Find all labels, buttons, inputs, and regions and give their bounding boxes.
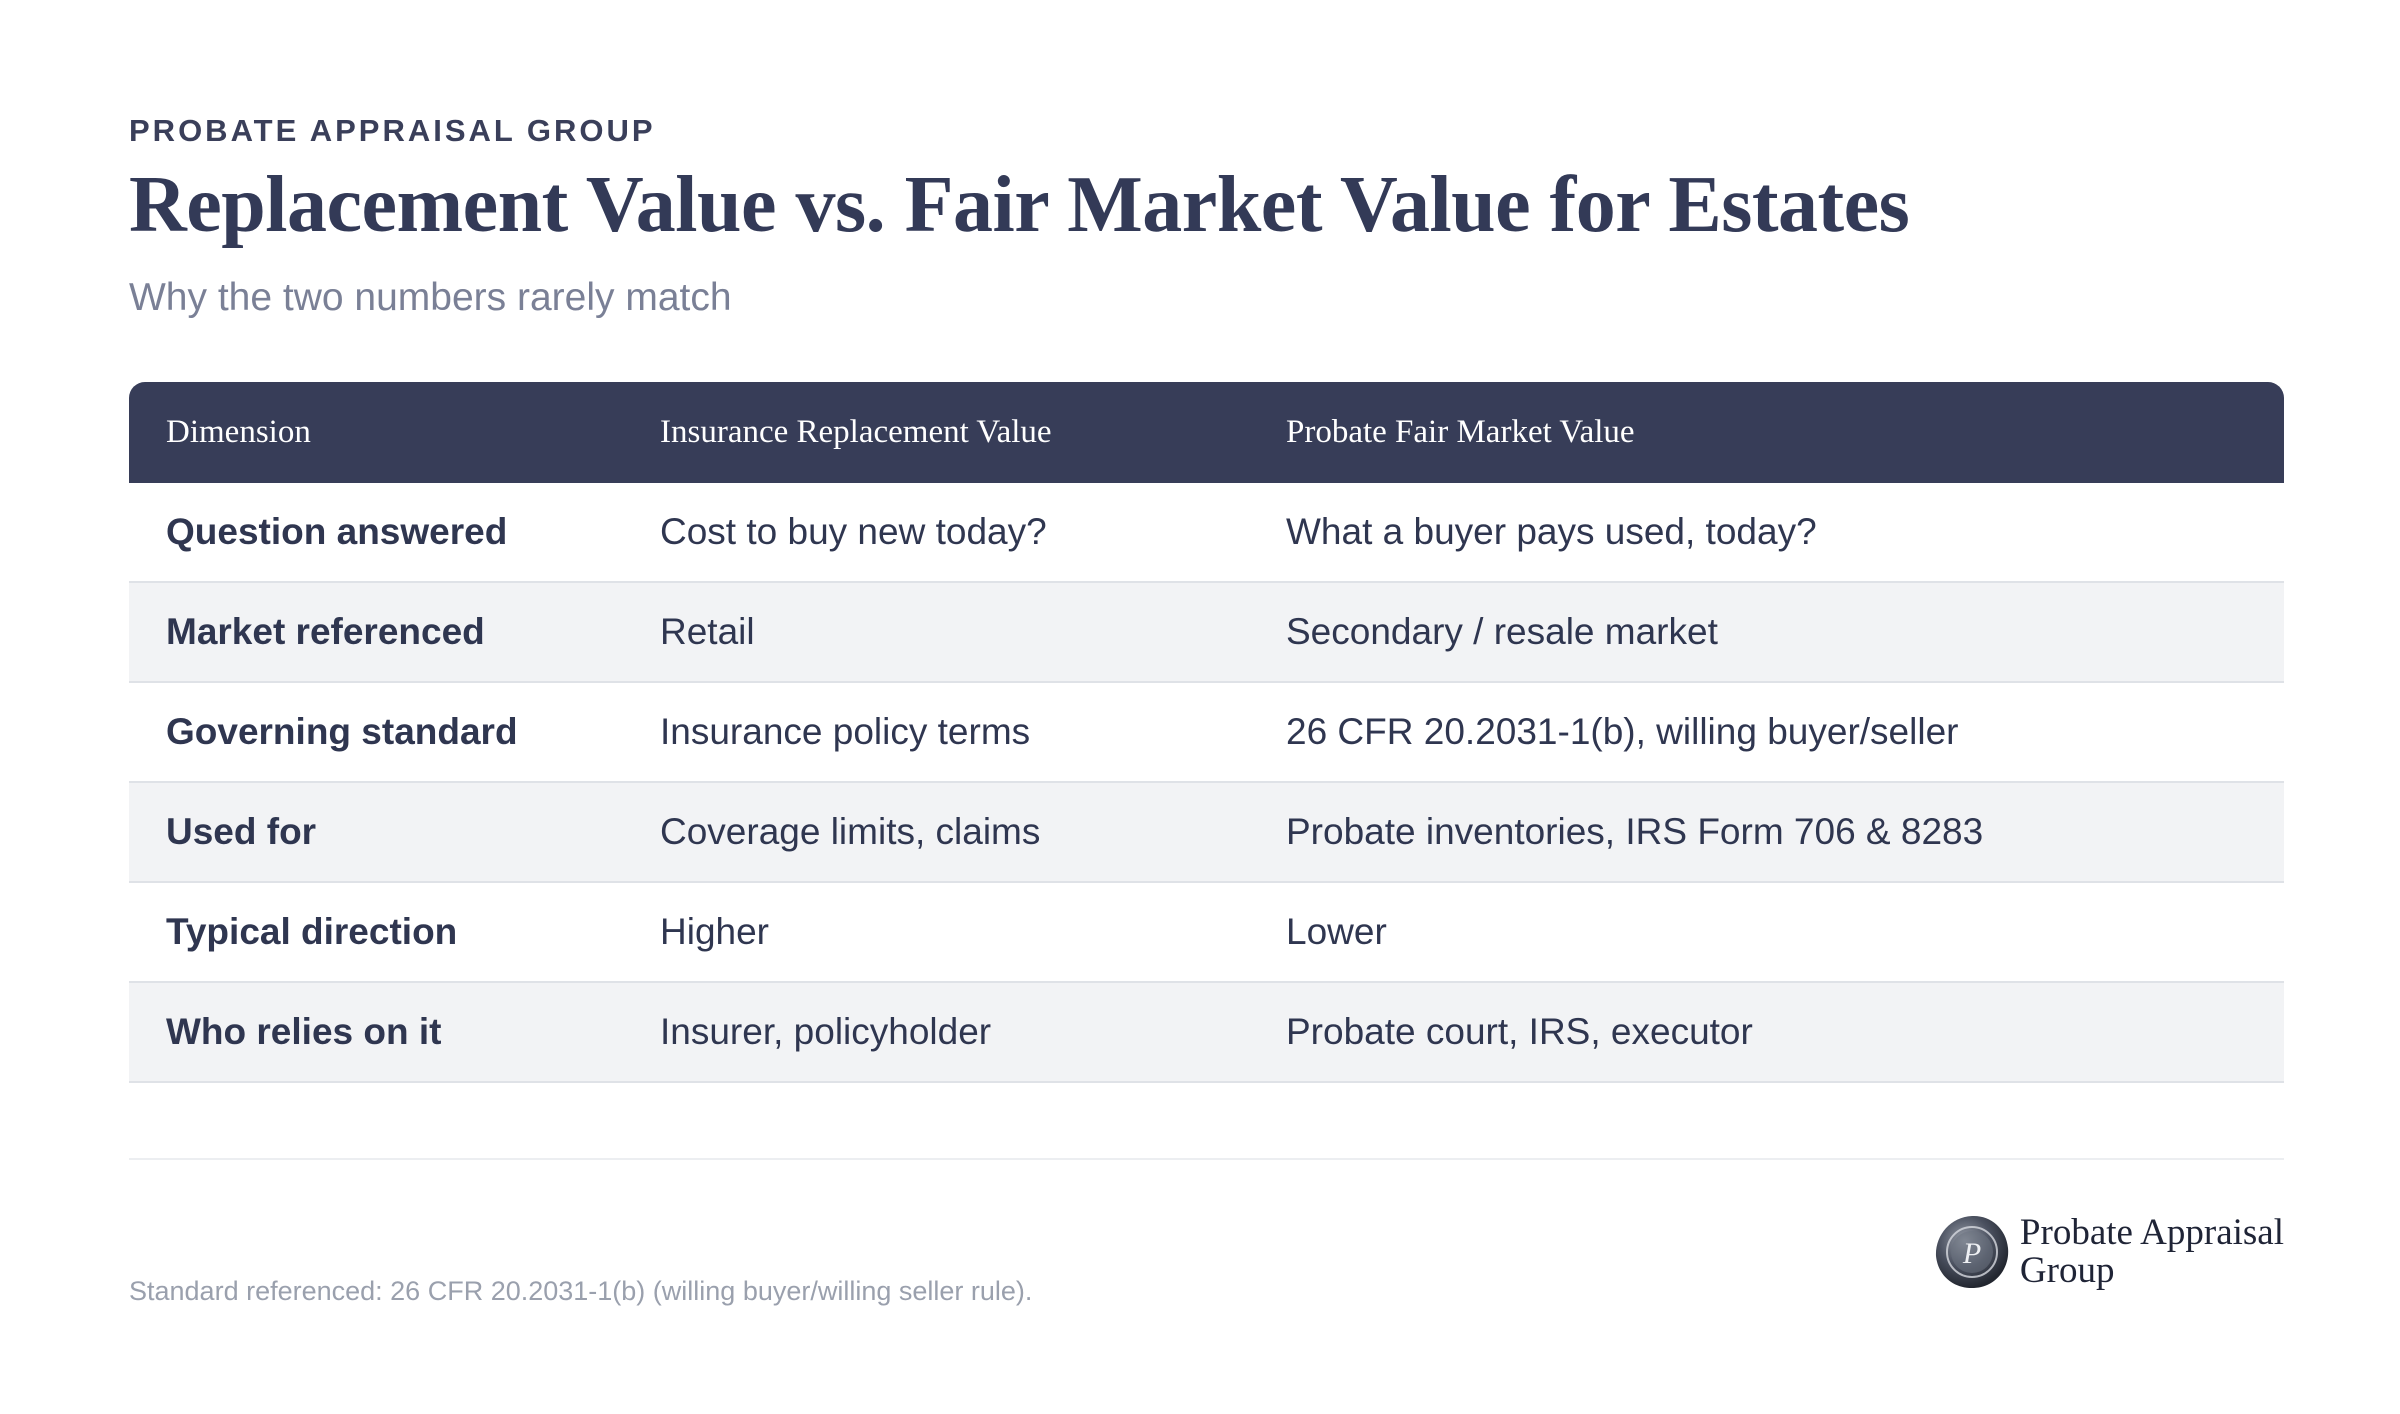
cell-fmv: Lower [1286,911,1387,952]
cell-replacement: Insurer, policyholder [660,1011,992,1052]
row-label: Market referenced [166,611,485,652]
table-row: Market referenced Retail Secondary / res… [129,583,2284,683]
cell-fmv: Probate court, IRS, executor [1286,1011,1753,1052]
svg-text:P: P [1962,1237,1981,1270]
table-row: Governing standard Insurance policy term… [129,683,2284,783]
page-title: Replacement Value vs. Fair Market Value … [129,161,1910,249]
row-label: Who relies on it [166,1011,442,1052]
row-label: Typical direction [166,911,458,952]
column-header-dimension: Dimension [166,414,311,450]
page-subtitle: Why the two numbers rarely match [129,276,732,319]
row-label: Used for [166,811,317,852]
brand-name-line2: Group [2019,1250,2115,1291]
wax-seal-icon: P [1935,1215,2009,1289]
table-row: Question answered Cost to buy new today?… [129,483,2284,583]
table-row: Who relies on it Insurer, policyholder P… [129,983,2284,1083]
table-row: Typical direction Higher Lower [129,883,2284,983]
comparison-table: Dimension Insurance Replacement Value Pr… [129,382,2284,1083]
cell-replacement: Retail [660,611,755,652]
cell-replacement: Insurance policy terms [660,711,1031,752]
eyebrow-label: PROBATE APPRAISAL GROUP [129,113,656,148]
table-header: Dimension Insurance Replacement Value Pr… [129,382,2284,483]
cell-replacement: Cost to buy new today? [660,511,1047,552]
column-header-replacement: Insurance Replacement Value [660,414,1052,450]
footer-divider [129,1158,2284,1160]
brand-logo: P Probate Appraisal Group [1932,1212,2284,1292]
cell-replacement: Higher [660,911,769,952]
cell-fmv: What a buyer pays used, today? [1286,511,1817,552]
footnote: Standard referenced: 26 CFR 20.2031-1(b)… [129,1276,1033,1306]
cell-fmv: Secondary / resale market [1286,611,1718,652]
row-label: Governing standard [166,711,518,752]
cell-replacement: Coverage limits, claims [660,811,1041,852]
cell-fmv: 26 CFR 20.2031-1(b), willing buyer/selle… [1286,711,1959,752]
page: PROBATE APPRAISAL GROUP Replacement Valu… [129,0,2284,1414]
brand-name: Probate Appraisal Group [2020,1214,2284,1290]
row-label: Question answered [166,511,508,552]
table-row: Used for Coverage limits, claims Probate… [129,783,2284,883]
cell-fmv: Probate inventories, IRS Form 706 & 8283 [1286,811,1984,852]
brand-name-line1: Probate Appraisal [2019,1212,2284,1253]
column-header-fmv: Probate Fair Market Value [1286,414,1635,450]
